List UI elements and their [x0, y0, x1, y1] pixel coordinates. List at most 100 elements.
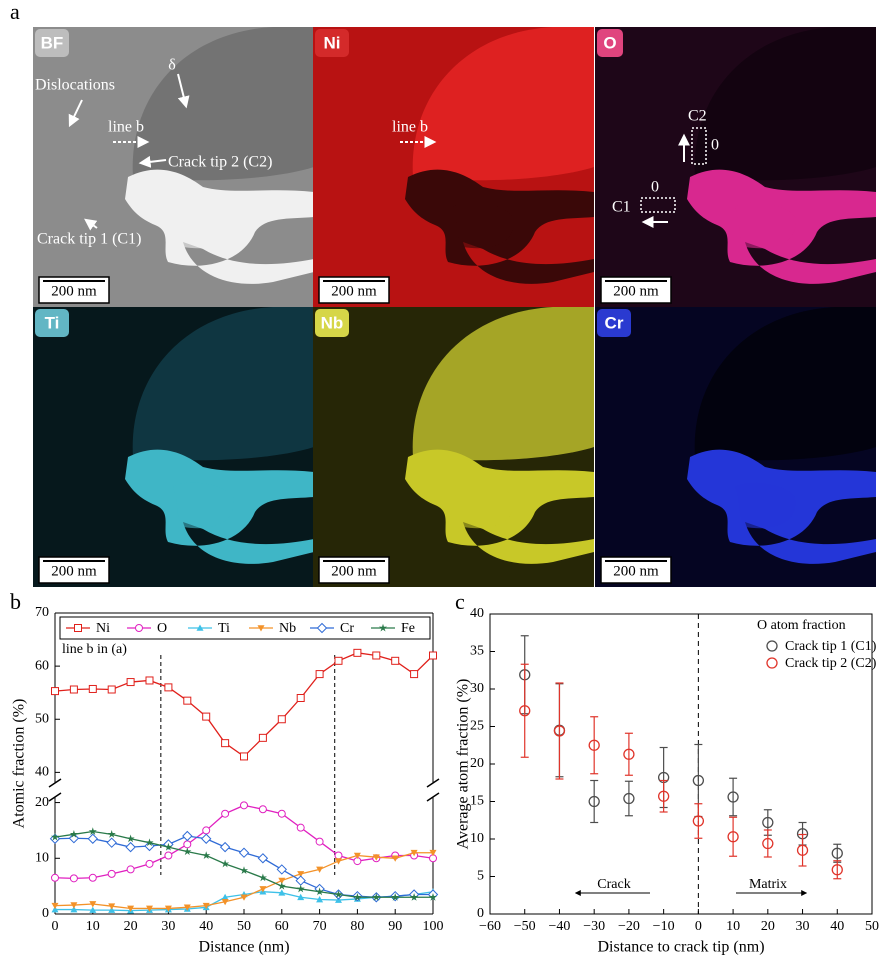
data-point: [257, 853, 269, 864]
panel-label: b: [10, 589, 21, 614]
panel-label: c: [455, 589, 465, 614]
data-point: [202, 712, 211, 721]
x-tick-label: 90: [388, 919, 402, 934]
data-point: [182, 830, 193, 842]
region-label: Crack: [597, 877, 630, 892]
data-point: [240, 894, 248, 901]
data-point: [276, 864, 288, 875]
data-point: [183, 696, 192, 705]
data-point: [88, 827, 97, 836]
micrograph-annotation: Crack tip 2 (C2): [168, 154, 272, 171]
data-point: [164, 842, 173, 851]
y-tick-label: 20: [470, 756, 484, 771]
data-point: [183, 847, 192, 856]
data-point: [221, 739, 230, 748]
annotation-arrow: [68, 99, 83, 128]
legend-marker: [766, 640, 778, 652]
y-tick-label: 10: [470, 831, 484, 846]
crack-pocket: [453, 202, 514, 249]
data-point: [219, 841, 231, 853]
axis-break: [426, 792, 440, 802]
data-point: [239, 866, 249, 875]
legend-marker: [766, 657, 778, 669]
data-point: [200, 833, 212, 844]
x-tick-label: 20: [761, 919, 775, 934]
legend-box: [59, 616, 431, 640]
data-point: [145, 838, 154, 847]
data-point: [410, 670, 419, 679]
data-point: [240, 752, 248, 761]
y-tick-label: 70: [35, 605, 49, 620]
data-point: [145, 676, 154, 685]
x-tick-label: 60: [275, 919, 289, 934]
channel-label: Cr: [605, 313, 624, 332]
channel-label: Ti: [45, 313, 60, 332]
chart-annotation: line b in (a): [62, 642, 127, 657]
data-point: [296, 884, 305, 893]
data-point: [410, 892, 419, 901]
x-tick-label: 10: [726, 919, 740, 934]
legend-marker: [74, 624, 82, 632]
legend-marker: [378, 623, 388, 632]
legend-title: O atom fraction: [757, 618, 846, 633]
data-point: [164, 905, 172, 912]
axis-break: [48, 792, 62, 802]
data-point: [202, 851, 211, 859]
micrograph-annotation: Crack tip 1 (C1): [37, 231, 141, 248]
data-point: [258, 873, 267, 882]
micrograph: Nb 200 nm: [313, 307, 594, 587]
x-tick-label: 50: [865, 919, 879, 934]
data-point: [796, 844, 809, 856]
micrograph-annotation: C1: [612, 199, 631, 216]
data-point: [372, 892, 381, 901]
x-tick-label: 10: [86, 919, 100, 934]
data-point: [108, 903, 116, 910]
crack-pocket: [453, 482, 514, 529]
channel-label: BF: [41, 33, 64, 52]
axis-break: [48, 778, 62, 788]
data-point: [391, 656, 400, 665]
data-point: [68, 833, 80, 844]
data-point: [296, 823, 305, 832]
data-point: [692, 774, 705, 787]
y-tick-label: 30: [470, 681, 484, 696]
data-point: [727, 791, 739, 803]
y-axis-title: Atomic fraction (%): [11, 699, 28, 829]
data-point: [391, 855, 399, 862]
data-point: [126, 865, 135, 874]
data-point: [334, 890, 343, 898]
data-point: [727, 831, 739, 843]
data-point: [315, 887, 324, 896]
legend-label: Crack tip 1 (C1): [785, 639, 877, 654]
grain-region: [694, 27, 876, 181]
x-tick-label: 70: [313, 919, 327, 934]
data-point: [221, 859, 230, 868]
data-point: [88, 873, 97, 882]
x-tick-label: −10: [653, 919, 675, 934]
channel-label: Ni: [324, 33, 341, 52]
x-tick-label: 20: [124, 919, 138, 934]
micrograph-annotation: 0: [711, 137, 719, 154]
legend-label: O: [157, 621, 167, 636]
scale-bar-label: 200 nm: [51, 563, 97, 579]
crack-pocket: [173, 202, 234, 249]
annotation-arrow: [84, 218, 98, 231]
annotation-arrow: [177, 73, 190, 109]
data-point: [278, 889, 286, 896]
data-point: [353, 852, 361, 859]
data-point: [125, 841, 136, 853]
micrograph: Ti 200 nm: [33, 307, 314, 587]
data-point: [428, 892, 438, 901]
x-tick-label: −20: [618, 919, 640, 934]
data-point: [335, 858, 342, 865]
data-point: [89, 901, 97, 908]
data-point: [762, 837, 774, 850]
data-point: [126, 834, 135, 843]
y-tick-label: 35: [470, 644, 484, 659]
data-point: [429, 849, 437, 857]
micrograph-annotation: 0: [651, 179, 659, 196]
y-tick-label: 50: [35, 711, 49, 726]
data-point: [553, 725, 566, 737]
data-point: [202, 902, 210, 910]
micrograph: Ni 200 nm: [313, 27, 594, 307]
